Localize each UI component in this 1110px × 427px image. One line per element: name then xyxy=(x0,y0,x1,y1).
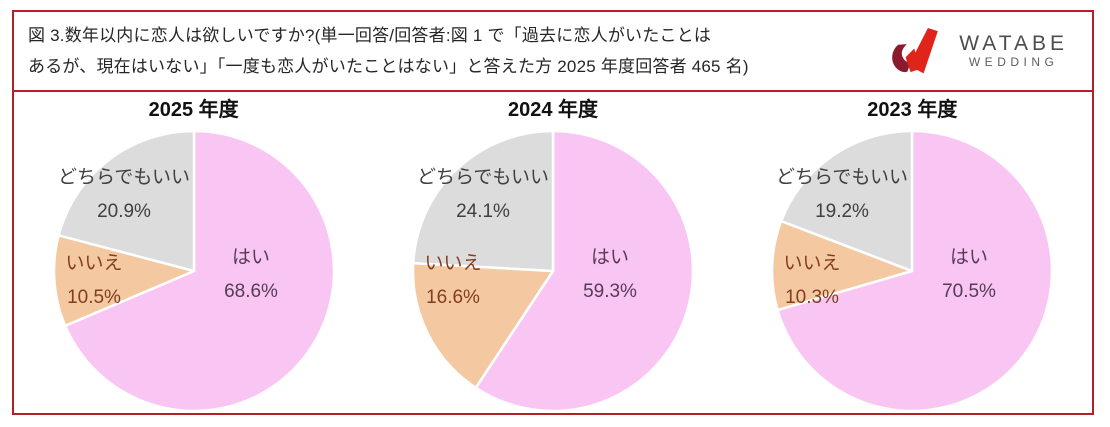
pie-slice-no xyxy=(411,261,555,390)
pie-label-no-percent: 10.3% xyxy=(785,287,839,308)
watabe-ribbon-icon xyxy=(892,28,939,74)
pie-label-no-name: いいえ xyxy=(424,253,481,274)
pie-label-yes-percent: 59.3% xyxy=(583,281,637,302)
pie-label-yes-percent: 70.5% xyxy=(942,281,996,302)
pie-slice-yes xyxy=(63,129,335,413)
pie-label-either-percent: 20.9% xyxy=(97,201,151,222)
chart-title-2023: 2023 年度 xyxy=(867,99,958,121)
pie-label-either-name: どちらでもいい xyxy=(58,166,190,188)
pie-label-yes-name: はい xyxy=(232,247,270,268)
figure-header: 図 3.数年以内に恋人は欲しいですか?(単一回答/回答者:図 1 で「過去に恋人… xyxy=(14,12,1092,92)
pie-slice-yes xyxy=(776,129,1054,413)
pie-2024: はい 59.3% いいえ 16.6% どちらでもいい 24.1% xyxy=(411,129,695,413)
pie-label-either-percent: 24.1% xyxy=(456,201,510,222)
figure-frame: 図 3.数年以内に恋人は欲しいですか?(単一回答/回答者:図 1 で「過去に恋人… xyxy=(12,10,1094,415)
pie-label-either-percent: 19.2% xyxy=(815,201,869,222)
caption-line-2: あるが、現在はいない」「一度も恋人がいたことはない」と答えた方 2025 年度回… xyxy=(28,57,749,76)
watabe-logo-text: WATABE WEDDING xyxy=(959,31,1068,70)
pie-slice-either xyxy=(780,129,914,273)
watabe-logo-name: WATABE xyxy=(959,31,1068,55)
pie-label-no-name: いいえ xyxy=(65,253,122,274)
pie-label-either-name: どちらでもいい xyxy=(417,166,549,188)
pie-charts-row: 2025 年度 はい 68.6% いいえ 10.5% どちらでもいい 20.9% 2024… xyxy=(14,92,1092,415)
pie-label-yes-percent: 68.6% xyxy=(224,281,278,302)
chart-title-2025: 2025 年度 xyxy=(148,99,239,121)
pie-slice-no xyxy=(771,219,914,312)
pie-chart-2024: 2024 年度 はい 59.3% いいえ 16.6% どちらでもいい 24.1% xyxy=(373,92,732,415)
watabe-logo: WATABE WEDDING xyxy=(887,20,1068,82)
pie-label-yes-name: はい xyxy=(950,247,988,268)
pie-slice-no xyxy=(52,234,195,328)
pie-label-either-name: どちらでもいい xyxy=(776,166,908,188)
pie-chart-2023: 2023 年度 はい 70.5% いいえ 10.3% どちらでもいい 19.2% xyxy=(733,92,1092,415)
caption-line-1: 図 3.数年以内に恋人は欲しいですか?(単一回答/回答者:図 1 で「過去に恋人… xyxy=(28,26,712,45)
pie-2023: はい 70.5% いいえ 10.3% どちらでもいい 19.2% xyxy=(771,129,1054,413)
pie-slice-either xyxy=(411,129,555,273)
pie-label-yes-name: はい xyxy=(591,247,629,268)
pie-2025: はい 68.6% いいえ 10.5% どちらでもいい 20.9% xyxy=(52,129,335,413)
pie-label-no-name: いいえ xyxy=(784,253,841,274)
pie-slice-yes xyxy=(474,129,695,413)
figure-caption: 図 3.数年以内に恋人は欲しいですか?(単一回答/回答者:図 1 で「過去に恋人… xyxy=(28,20,749,82)
pie-slice-either xyxy=(57,129,195,273)
pie-label-no-percent: 16.6% xyxy=(426,287,480,308)
watabe-logo-subtitle: WEDDING xyxy=(968,54,1059,69)
chart-title-2024: 2024 年度 xyxy=(507,99,599,121)
pie-label-no-percent: 10.5% xyxy=(67,287,121,308)
pie-chart-2025: 2025 年度 はい 68.6% いいえ 10.5% どちらでもいい 20.9% xyxy=(14,92,373,415)
